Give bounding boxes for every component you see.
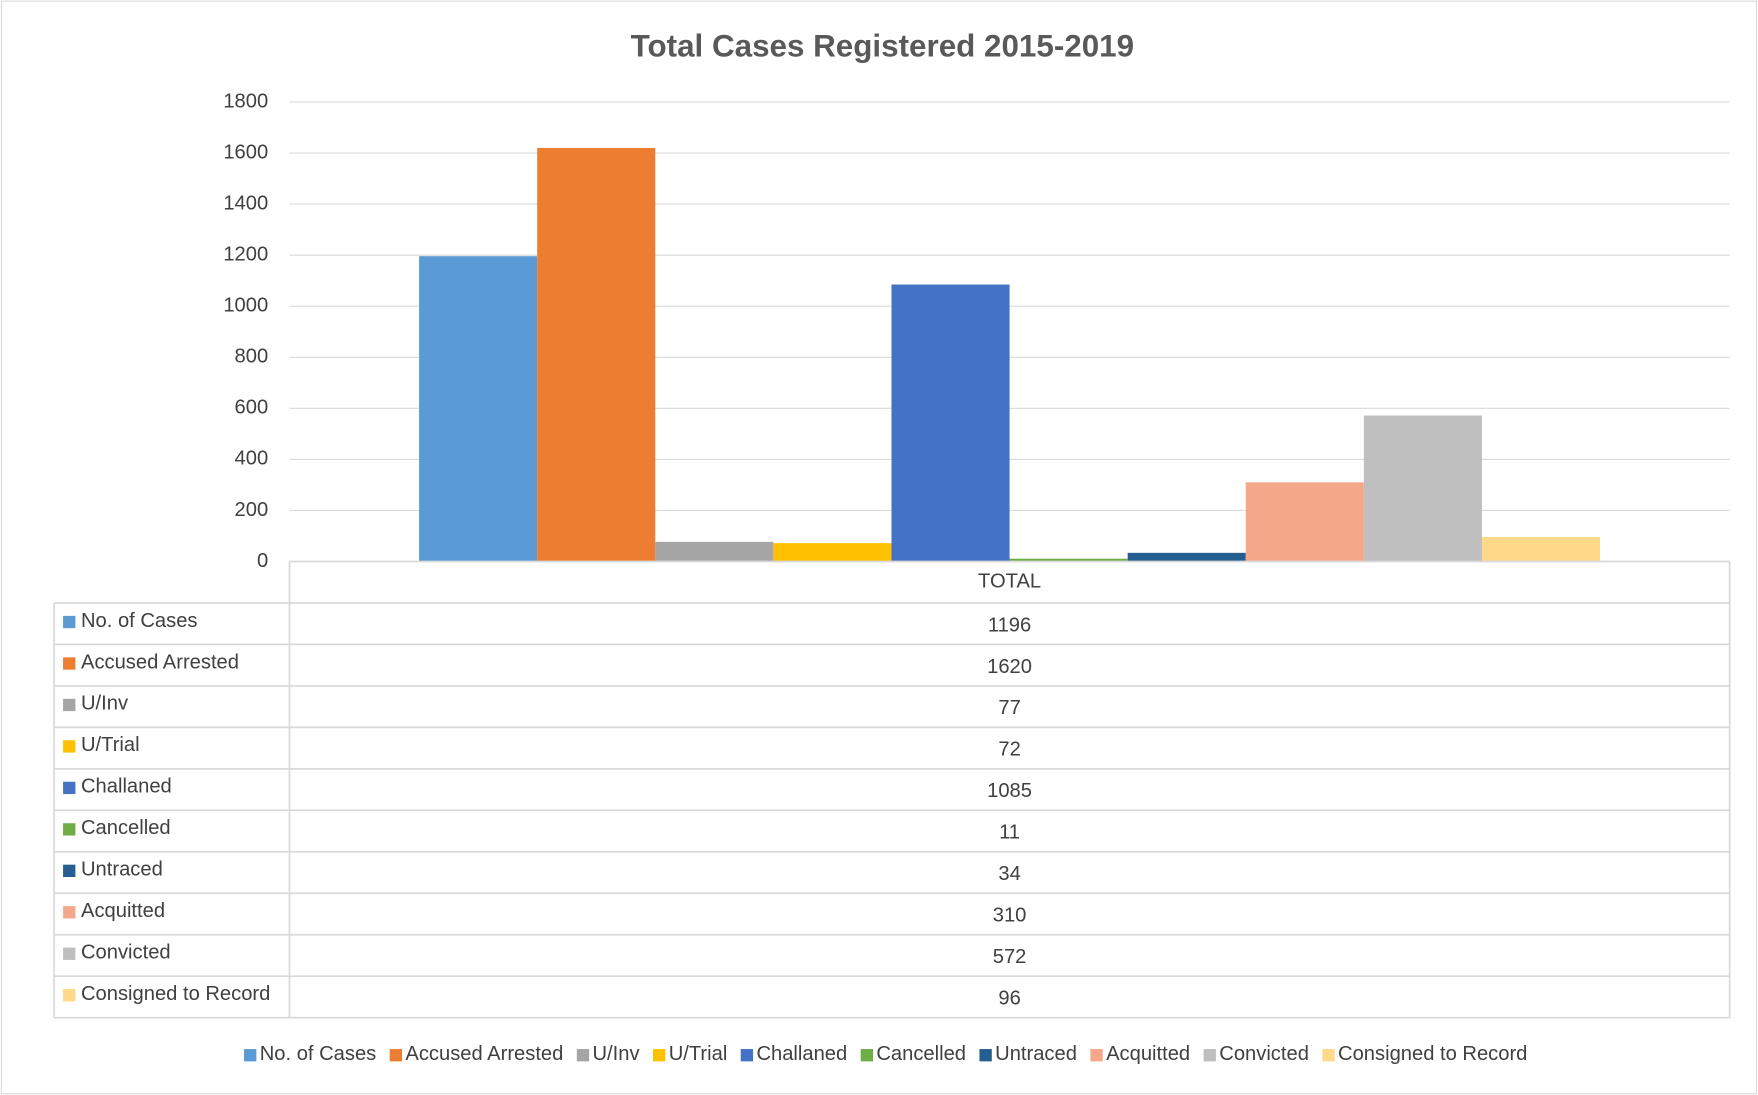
table-row-label: U/Trial: [81, 734, 140, 756]
table-swatch: [63, 823, 76, 836]
legend-swatch: [1203, 1049, 1216, 1062]
y-tick-label: 1000: [223, 295, 268, 317]
legend-label: Cancelled: [876, 1043, 966, 1065]
y-tick-label: 600: [235, 397, 269, 419]
table-row-label: Acquitted: [81, 900, 165, 922]
table-row-label: Consigned to Record: [81, 983, 270, 1005]
legend-label: Challaned: [756, 1043, 847, 1065]
legend-label: Consigned to Record: [1338, 1043, 1527, 1065]
table-value: 572: [993, 946, 1027, 968]
legend-label: Untraced: [995, 1043, 1077, 1065]
bar: [891, 284, 1010, 562]
y-tick-label: 1600: [223, 141, 268, 163]
legend-label: No. of Cases: [260, 1043, 377, 1065]
bar: [1009, 558, 1128, 562]
legend-swatch: [576, 1049, 590, 1062]
table-row-label: Convicted: [81, 942, 171, 964]
table-value: 96: [998, 988, 1020, 1010]
y-tick-label: 200: [235, 499, 269, 521]
table-value: 1085: [987, 780, 1032, 802]
table-swatch: [63, 947, 76, 960]
legend-swatch: [244, 1049, 257, 1062]
bar: [1363, 415, 1482, 562]
legend-swatch: [389, 1049, 403, 1062]
table-swatch: [63, 740, 76, 753]
y-tick-label: 0: [257, 550, 268, 572]
legend-swatch: [740, 1049, 754, 1062]
table-row-label: Cancelled: [81, 817, 171, 839]
table-row-label: U/Inv: [81, 693, 129, 715]
table-swatch: [63, 906, 76, 919]
y-tick-label: 1800: [223, 90, 268, 112]
bar: [419, 256, 538, 562]
bar: [1245, 482, 1364, 562]
bar: [655, 541, 774, 562]
legend-label: U/Inv: [593, 1043, 641, 1065]
table-value: 77: [998, 697, 1020, 719]
table-swatch: [63, 657, 76, 670]
legend-label: Convicted: [1219, 1043, 1309, 1065]
table-header: TOTAL: [978, 571, 1041, 593]
table-value: 72: [998, 739, 1020, 761]
bar: [537, 147, 656, 562]
table-value: 1620: [987, 656, 1032, 678]
legend-label: Accused Arrested: [405, 1043, 563, 1065]
table-row-label: Untraced: [81, 859, 163, 881]
table-row-label: Accused Arrested: [81, 651, 239, 673]
y-tick-label: 1200: [223, 243, 268, 265]
legend-swatch: [1090, 1049, 1103, 1062]
legend-label: Acquitted: [1106, 1043, 1190, 1065]
legend-swatch: [979, 1049, 992, 1062]
table-swatch: [63, 989, 76, 1002]
bar: [773, 543, 892, 562]
table-swatch: [63, 698, 76, 712]
table-row-label: Challaned: [81, 776, 172, 798]
y-tick-label: 400: [235, 448, 269, 470]
legend-swatch: [860, 1049, 874, 1062]
y-tick-label: 800: [235, 346, 269, 368]
legend-label: U/Trial: [669, 1043, 728, 1065]
legend: No. of Cases Accused Arrested U/Inv U/Trial…: [244, 1043, 1527, 1065]
table-value: 1196: [988, 614, 1031, 636]
table-value: 34: [998, 863, 1020, 885]
table-swatch: [63, 781, 76, 795]
legend-swatch: [653, 1049, 666, 1062]
table-swatch: [63, 864, 76, 878]
y-tick-label: 1400: [223, 192, 268, 214]
legend-swatch: [1322, 1049, 1335, 1062]
bar: [1127, 552, 1246, 562]
bar: [1481, 537, 1601, 562]
table-value: 11: [999, 822, 1020, 844]
table-row-label: No. of Cases: [81, 610, 198, 632]
table-swatch: [63, 615, 76, 629]
table-value: 310: [993, 905, 1027, 927]
chart-title: Total Cases Registered 2015-2019: [631, 28, 1134, 63]
